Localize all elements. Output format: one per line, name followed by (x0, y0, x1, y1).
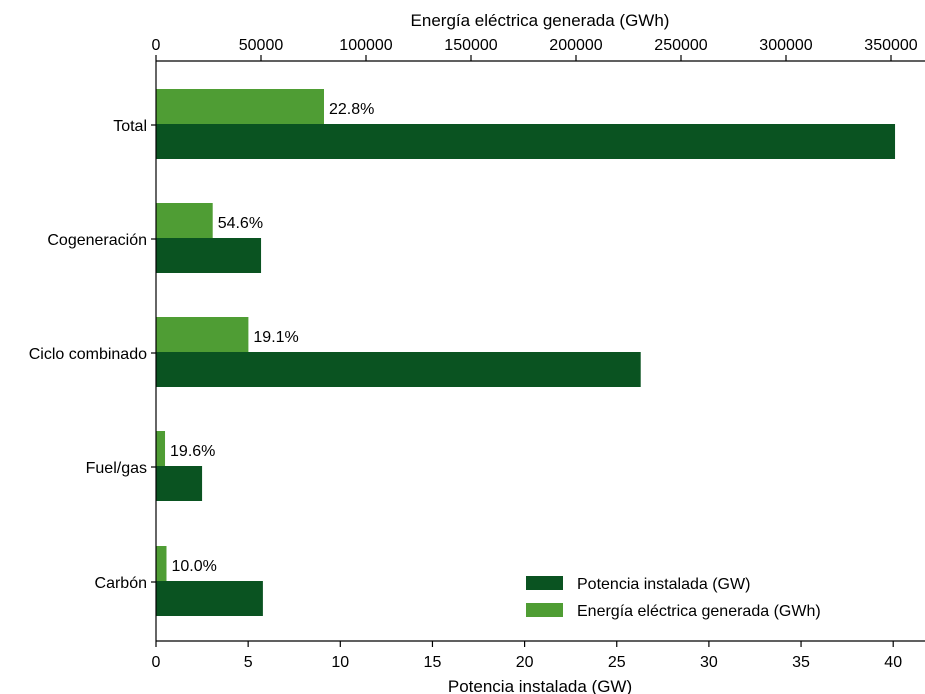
legend-label-energia: Energía eléctrica generada (GWh) (577, 603, 821, 620)
x-bottom-tick-label: 5 (244, 654, 253, 671)
energia-bars (156, 89, 324, 581)
bar-label-ciclo-combinado: 19.1% (253, 329, 298, 346)
x-bottom-tick-label: 40 (884, 654, 902, 671)
y-tick-label: Total (113, 118, 147, 135)
bar-energia-fuel-gas (156, 431, 166, 466)
x-top-tick-label: 100000 (339, 37, 392, 54)
bar-label-cogeneracion: 54.6% (218, 215, 263, 232)
legend-label-potencia: Potencia instalada (GW) (577, 576, 750, 593)
x-bottom-tick-label: 0 (152, 654, 161, 671)
potencia-bars (156, 124, 896, 616)
bar-label-fuel-gas: 19.6% (170, 443, 215, 460)
bar-potencia-carbon (156, 581, 263, 616)
x-axis-bottom-title: Potencia instalada (GW) (448, 677, 632, 694)
y-tick-label: Carbón (95, 575, 147, 592)
y-axis-ticks: Total Cogeneración Ciclo combinado Fuel/gas… (29, 118, 156, 592)
x-bottom-tick-label: 15 (424, 654, 442, 671)
percentage-labels: 22.8% 54.6% 19.1% 19.6% 10.0% (170, 101, 374, 575)
bar-energia-ciclo-combinado (156, 317, 249, 352)
x-axis-top-title: Energía eléctrica generada (GWh) (411, 11, 670, 30)
legend: Potencia instalada (GW) Energía eléctric… (526, 576, 821, 620)
bar-energia-cogeneracion (156, 203, 213, 238)
y-tick-label: Fuel/gas (86, 460, 147, 477)
x-top-tick-label: 200000 (549, 37, 602, 54)
bar-potencia-fuel-gas (156, 466, 203, 501)
x-top-tick-label: 250000 (654, 37, 707, 54)
bar-label-total: 22.8% (329, 101, 374, 118)
x-bottom-tick-label: 35 (792, 654, 810, 671)
bar-energia-carbon (156, 546, 167, 581)
x-axis-bottom-ticks: 0 5 10 15 20 25 30 35 40 (152, 641, 902, 671)
x-axis-top-ticks: 0 50000 100000 150000 200000 250000 300000 3500… (152, 37, 918, 61)
x-top-tick-label: 350000 (864, 37, 917, 54)
legend-swatch-potencia (526, 576, 563, 590)
x-top-tick-label: 0 (152, 37, 161, 54)
bar-potencia-total (156, 124, 896, 159)
bar-label-carbon: 10.0% (172, 558, 217, 575)
x-bottom-tick-label: 30 (700, 654, 718, 671)
x-top-tick-label: 150000 (444, 37, 497, 54)
legend-swatch-energia (526, 603, 563, 617)
x-bottom-tick-label: 10 (331, 654, 349, 671)
y-tick-label: Ciclo combinado (29, 346, 147, 363)
bar-energia-total (156, 89, 324, 124)
x-top-tick-label: 50000 (239, 37, 284, 54)
y-tick-label: Cogeneración (47, 232, 147, 249)
bar-potencia-cogeneracion (156, 238, 262, 273)
bar-potencia-ciclo-combinado (156, 352, 641, 387)
x-bottom-tick-label: 25 (608, 654, 626, 671)
x-top-tick-label: 300000 (759, 37, 812, 54)
x-bottom-tick-label: 20 (516, 654, 534, 671)
